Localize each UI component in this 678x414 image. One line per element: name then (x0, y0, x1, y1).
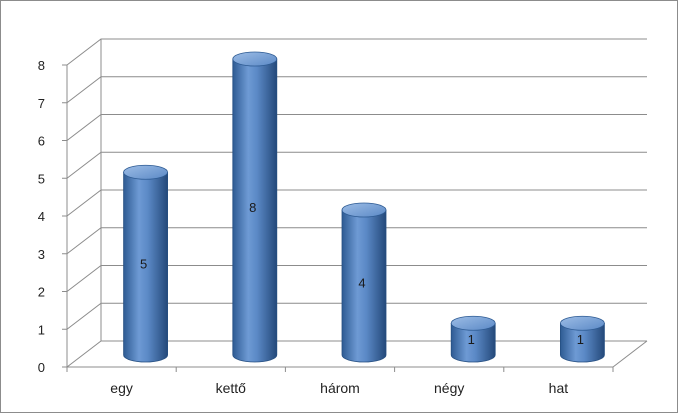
x-tick-label: kettő (216, 380, 247, 396)
gridlines (66, 38, 648, 368)
x-tick-label: hat (549, 380, 569, 396)
bars (123, 51, 605, 363)
data-label: 5 (140, 257, 147, 272)
gridline (66, 114, 647, 141)
bar-0 (123, 171, 168, 363)
bar-2 (341, 209, 387, 363)
bar-top-3 (450, 315, 496, 331)
bar-top-2 (341, 202, 387, 218)
data-label: 4 (358, 276, 365, 291)
data-label: 1 (577, 332, 584, 347)
bar-1 (232, 58, 278, 363)
y-tick-label: 4 (38, 209, 45, 224)
data-label: 1 (468, 332, 475, 347)
bar-top-0 (123, 164, 169, 180)
bar-top-1 (232, 51, 278, 67)
bar-3 (450, 322, 496, 363)
gridline (66, 76, 647, 104)
labels: 5 egy 8 kettő 4 három 1 négy 1 hat (110, 200, 584, 396)
x-tick-label: három (320, 380, 360, 396)
data-label: 8 (249, 200, 256, 215)
y-tick-label: 8 (38, 58, 45, 73)
y-tick-label: 2 (38, 285, 45, 300)
y-tick-label: 5 (38, 171, 45, 186)
x-tick-label: négy (434, 380, 464, 396)
floor-edge (612, 340, 648, 368)
axes: 0 1 2 3 4 5 6 7 8 (38, 58, 614, 375)
y-tick-label: 1 (38, 322, 45, 337)
gridline (66, 38, 647, 66)
x-tick-label: egy (110, 380, 133, 396)
y-tick-label: 6 (38, 134, 45, 149)
bar-top-4 (560, 315, 605, 331)
y-tick-label: 0 (38, 360, 45, 375)
y-tick-label: 7 (38, 96, 45, 111)
bar-4 (560, 322, 605, 363)
y-tick-label: 3 (38, 247, 45, 262)
